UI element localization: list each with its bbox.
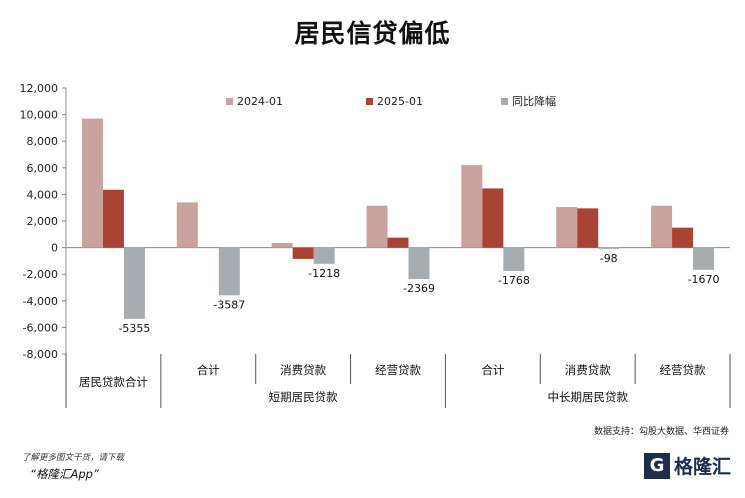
bar-series-yoy-decline [123,247,145,319]
bar-series-2024-01 [461,165,483,248]
category-label: 经营贷款 [660,363,706,377]
bar-series-2024-01 [81,118,103,248]
brand-mark-icon: G [643,452,670,479]
y-tick-label: 12,000 [20,82,59,95]
y-tick-label: 4,000 [27,188,59,201]
group-label: 短期居民贷款 [269,390,338,404]
data-source-note: 数据支持：勾股大数据、华西证券 [593,427,729,437]
group-label: 中长期居民贷款 [547,390,628,404]
legend-swatch [366,98,373,105]
category-label: 消费贷款 [565,363,611,377]
bar-series-2025-01 [482,188,504,248]
bar-series-yoy-decline [503,247,525,272]
brand-logo: G 格隆汇 [643,452,731,479]
data-label: -1670 [688,273,720,286]
category-label: 合计 [197,363,220,377]
data-label: -1768 [498,274,530,287]
bar-series-2025-01 [102,189,124,248]
bar-series-yoy-decline [218,247,240,296]
data-label: -5355 [118,322,150,335]
y-tick-label: 8,000 [27,135,59,148]
bar-chart: 12,000 10,000 8,000 6,000 4,000 2,000 0 -2,000 -… [20,82,731,408]
y-tick-label: 6,000 [27,162,59,175]
data-label: -2369 [403,282,435,295]
data-label: -98 [600,252,618,265]
y-tick-label: -2,000 [23,268,58,281]
bar-series-2024-01 [556,207,578,248]
y-tick-label: 0 [51,242,58,255]
y-tick-label: 2,000 [27,215,59,228]
chart-title: 居民信贷偏低 [294,19,451,48]
legend-swatch [226,98,233,105]
category-label: 合计 [481,363,504,377]
y-tick-label: -8,000 [23,348,58,361]
bar-series-yoy-decline [313,247,335,264]
bar-series-2024-01 [651,205,673,248]
bar-series-2025-01 [672,227,694,248]
legend-label: 2025-01 [377,95,423,108]
brand-name: 格隆汇 [673,456,731,478]
bar-series-2025-01 [387,237,409,248]
data-label: -3587 [213,298,245,311]
legend-swatch [501,98,508,105]
y-tick-label: -6,000 [23,321,58,334]
bar-series-yoy-decline [598,247,620,249]
bar-series-yoy-decline [408,247,430,280]
bar-series-2024-01 [176,202,198,248]
bar-series-2024-01 [366,205,388,248]
category-label: 经营贷款 [375,363,421,377]
bar-series-yoy-decline [693,247,715,270]
download-hint: 了解更多图文干货，请下载 [22,453,125,463]
bar-series-2024-01 [271,242,293,248]
bar-series-2025-01 [292,247,314,259]
y-tick-label: -4,000 [23,295,58,308]
category-label: 居民贷款合计 [79,375,148,389]
data-label: -1218 [308,267,340,280]
legend-label: 2024-01 [237,95,283,108]
bar-series-2025-01 [577,208,599,248]
app-name-note: “格隆汇App” [30,467,99,481]
category-label: 消费贷款 [280,363,326,377]
legend-label: 同比降幅 [512,94,556,108]
y-tick-label: 10,000 [20,109,59,122]
